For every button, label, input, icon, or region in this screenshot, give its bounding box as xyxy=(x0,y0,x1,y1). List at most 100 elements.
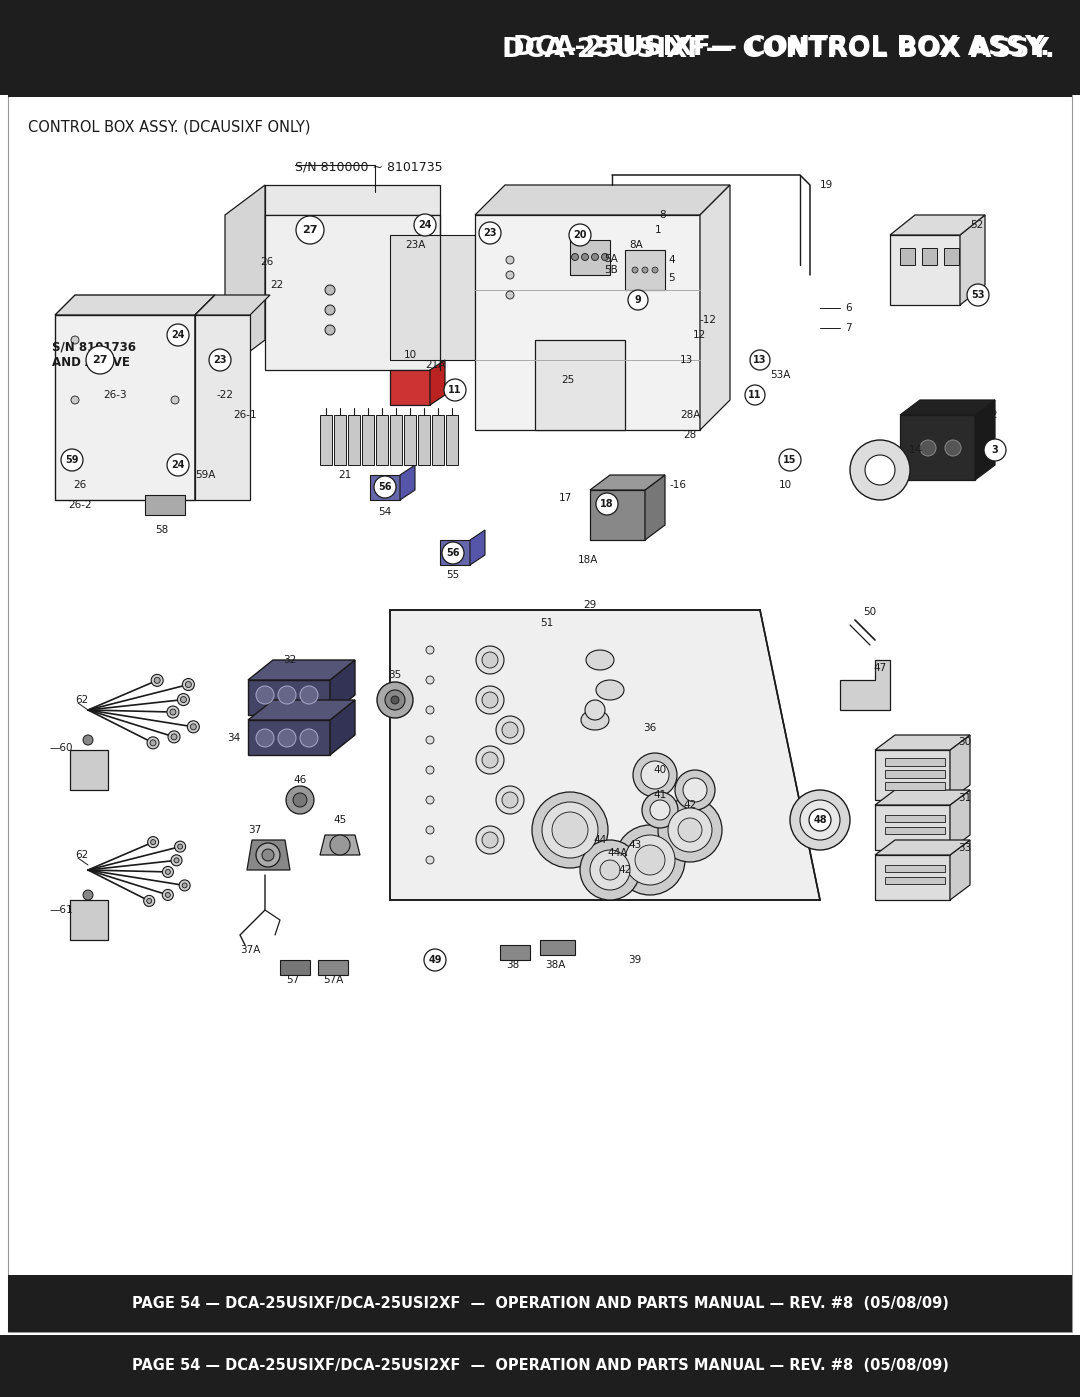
Polygon shape xyxy=(875,789,970,805)
Circle shape xyxy=(293,793,307,807)
Text: 35: 35 xyxy=(389,671,402,680)
Circle shape xyxy=(278,686,296,704)
Polygon shape xyxy=(432,415,444,465)
Circle shape xyxy=(507,256,514,264)
Polygon shape xyxy=(247,840,291,870)
Bar xyxy=(900,249,915,265)
Circle shape xyxy=(444,379,465,401)
Ellipse shape xyxy=(596,680,624,700)
Text: 30: 30 xyxy=(958,738,972,747)
Text: 21A: 21A xyxy=(424,360,445,370)
Text: -12: -12 xyxy=(700,314,717,326)
Circle shape xyxy=(426,826,434,834)
Text: 49: 49 xyxy=(429,956,442,965)
Bar xyxy=(885,814,945,821)
Polygon shape xyxy=(975,400,995,481)
Circle shape xyxy=(592,253,598,260)
Circle shape xyxy=(496,717,524,745)
Text: 15: 15 xyxy=(783,455,797,465)
Text: 18: 18 xyxy=(600,499,613,509)
Circle shape xyxy=(174,858,179,863)
Text: 23A: 23A xyxy=(405,240,426,250)
Circle shape xyxy=(256,729,274,747)
Circle shape xyxy=(167,454,189,476)
Circle shape xyxy=(262,849,274,861)
Bar xyxy=(922,249,937,265)
Circle shape xyxy=(391,696,399,704)
Bar xyxy=(885,877,945,884)
Circle shape xyxy=(496,787,524,814)
Text: 39: 39 xyxy=(629,956,642,965)
Ellipse shape xyxy=(586,650,615,671)
Circle shape xyxy=(183,679,194,690)
Text: 24: 24 xyxy=(172,330,185,339)
Text: 46: 46 xyxy=(294,775,307,785)
Text: -14: -14 xyxy=(905,446,922,455)
Polygon shape xyxy=(404,415,416,465)
Circle shape xyxy=(426,705,434,714)
Text: 21: 21 xyxy=(338,469,352,481)
Text: 11: 11 xyxy=(448,386,462,395)
Circle shape xyxy=(171,455,179,464)
Ellipse shape xyxy=(581,710,609,731)
Text: 55: 55 xyxy=(446,570,460,580)
Circle shape xyxy=(177,844,183,849)
Circle shape xyxy=(984,439,1005,461)
Circle shape xyxy=(426,645,434,654)
Polygon shape xyxy=(248,700,355,719)
Polygon shape xyxy=(370,475,400,500)
Circle shape xyxy=(585,700,605,719)
Text: 62: 62 xyxy=(75,849,89,861)
Text: 18A: 18A xyxy=(578,555,598,564)
Text: 28A: 28A xyxy=(679,409,700,420)
Bar xyxy=(885,865,945,872)
Polygon shape xyxy=(960,215,985,305)
Circle shape xyxy=(476,826,504,854)
Circle shape xyxy=(286,787,314,814)
Bar xyxy=(885,827,945,834)
Circle shape xyxy=(71,455,79,464)
Circle shape xyxy=(171,733,177,740)
Circle shape xyxy=(683,778,707,802)
Circle shape xyxy=(83,735,93,745)
Text: 2: 2 xyxy=(990,409,997,420)
Text: 4: 4 xyxy=(669,256,675,265)
Circle shape xyxy=(60,448,83,471)
Polygon shape xyxy=(950,735,970,800)
Polygon shape xyxy=(470,529,485,564)
Circle shape xyxy=(482,752,498,768)
Circle shape xyxy=(580,840,640,900)
Circle shape xyxy=(476,645,504,673)
Polygon shape xyxy=(265,215,440,370)
Circle shape xyxy=(920,440,936,455)
Circle shape xyxy=(442,542,464,564)
Polygon shape xyxy=(320,835,360,855)
Circle shape xyxy=(175,841,186,852)
Circle shape xyxy=(171,395,179,404)
Text: 57A: 57A xyxy=(323,975,343,985)
Text: 27: 27 xyxy=(302,225,318,235)
Circle shape xyxy=(256,686,274,704)
Text: 20: 20 xyxy=(573,231,586,240)
Polygon shape xyxy=(390,235,475,360)
Text: 17: 17 xyxy=(558,493,571,503)
Text: 24: 24 xyxy=(418,219,432,231)
Circle shape xyxy=(414,214,436,236)
Text: 8: 8 xyxy=(659,210,665,219)
Circle shape xyxy=(642,267,648,272)
Bar xyxy=(885,770,945,778)
Circle shape xyxy=(170,710,176,715)
Polygon shape xyxy=(900,400,995,415)
Polygon shape xyxy=(195,314,249,500)
Circle shape xyxy=(186,682,191,687)
Text: 53: 53 xyxy=(971,291,985,300)
Circle shape xyxy=(190,724,197,729)
Polygon shape xyxy=(390,415,402,465)
Circle shape xyxy=(150,740,156,746)
Polygon shape xyxy=(390,610,820,900)
Bar xyxy=(944,249,959,265)
Text: DCA-25USIXF— CONTROL BOX ASSY.: DCA-25USIXF— CONTROL BOX ASSY. xyxy=(513,35,1050,61)
Circle shape xyxy=(187,721,200,733)
Circle shape xyxy=(374,476,396,497)
Circle shape xyxy=(377,682,413,718)
